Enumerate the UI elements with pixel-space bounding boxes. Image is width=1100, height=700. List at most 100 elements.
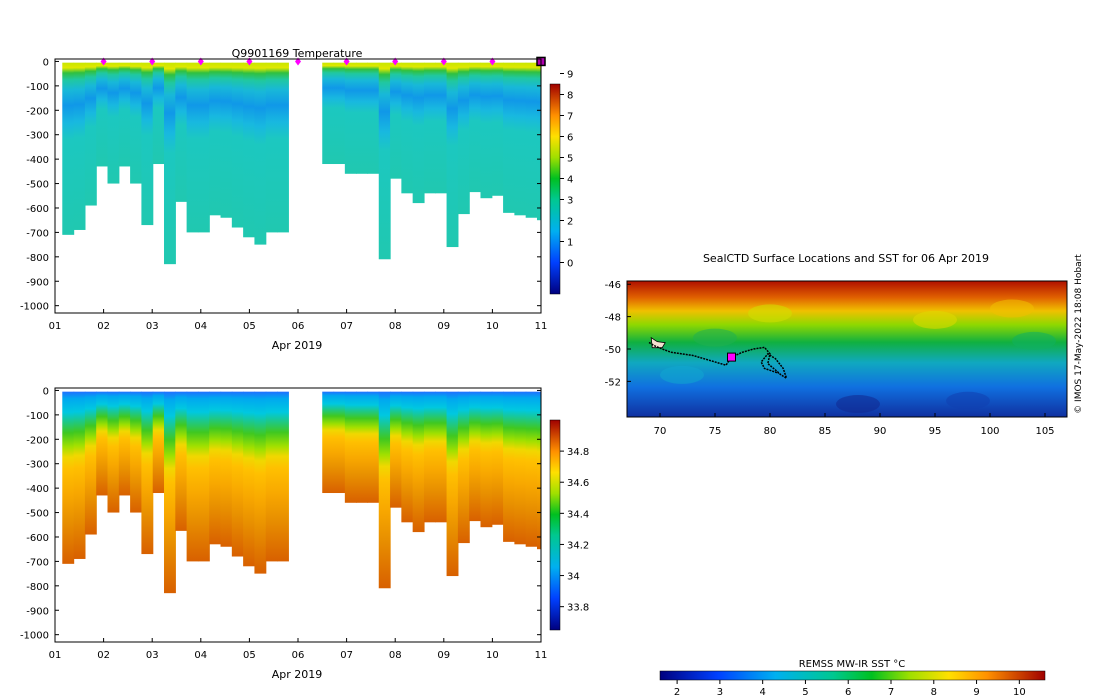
sst-patch [836, 395, 880, 414]
profile-column [401, 391, 414, 523]
map-y-tick-label: -46 [605, 280, 621, 291]
x-tick-label: 07 [340, 650, 353, 661]
map-title: SealCTD Surface Locations and SST for 06… [703, 252, 989, 265]
x-tick-label: 09 [437, 321, 450, 332]
profile-column [367, 391, 380, 503]
map-x-tick-label: 100 [980, 426, 999, 437]
profile-column [457, 391, 470, 544]
profile-column [412, 62, 425, 204]
sst-patch [1012, 331, 1056, 350]
profile-column [525, 391, 538, 547]
temp-title: Q9901169 Temperature [232, 47, 363, 60]
sal-colorbar-ticks: 33.8 34 34.2 34.4 34.6 34.8 [560, 447, 589, 614]
map-x-tick-label: 75 [709, 426, 722, 437]
profile-column [175, 391, 188, 531]
profile-column [175, 62, 188, 202]
profile-column [480, 62, 493, 199]
profile-column [118, 391, 131, 496]
sst-colorbar-tick-label: 3 [717, 687, 723, 698]
profile-column [503, 391, 515, 542]
map-x-tick-label: 90 [874, 426, 887, 437]
profile-column [186, 62, 199, 233]
profile-column [265, 391, 278, 562]
x-tick-label: 03 [146, 321, 159, 332]
colorbar-tick-label: 34.6 [567, 478, 589, 489]
y-tick-label: -600 [26, 204, 49, 215]
profile-column [378, 62, 391, 260]
profile-column [197, 62, 210, 233]
y-tick-label: -1000 [20, 631, 49, 642]
x-tick-label: 01 [49, 650, 62, 661]
temp-colorbar-ticks: 0 1 2 3 4 5 6 7 8 9 [560, 70, 573, 270]
profile-column [446, 62, 459, 248]
sst-colorbar-tick-label: 5 [802, 687, 808, 698]
y-tick-label: -400 [26, 484, 49, 495]
profile-column [457, 62, 470, 215]
colorbar-tick-label: 9 [567, 70, 573, 81]
profile-column [356, 391, 369, 503]
credit-text: © IMOS 17-May-2022 18:08 Hobart [1074, 254, 1084, 414]
profile-column [254, 391, 267, 574]
profile-column [514, 391, 527, 545]
profile-column [152, 391, 165, 494]
colorbar-tick-label: 8 [567, 91, 573, 102]
seal-track [648, 341, 788, 380]
y-tick-label: -900 [26, 277, 49, 288]
profile-column [73, 391, 86, 559]
profile-column [435, 391, 448, 523]
profile-column [469, 391, 482, 522]
profile-column [344, 391, 357, 503]
x-tick-label: 04 [194, 321, 207, 332]
y-tick-label: -300 [26, 460, 49, 471]
temp-colorbar [549, 83, 561, 295]
y-tick-label: 0 [43, 386, 49, 397]
profile-column [491, 391, 504, 525]
x-tick-label: 11 [535, 650, 548, 661]
x-tick-label: 08 [389, 321, 402, 332]
x-tick-label: 06 [292, 321, 305, 332]
profile-column [446, 391, 459, 577]
profile-column [277, 62, 289, 233]
x-tick-label: 06 [292, 650, 305, 661]
profile-column [423, 391, 436, 523]
profile-column [220, 391, 233, 547]
profile-column [536, 391, 541, 550]
sst-patch [913, 310, 957, 329]
profile-column [141, 62, 154, 226]
profile-column [141, 391, 154, 555]
profile-column [84, 62, 97, 206]
x-tick-label: 05 [243, 650, 256, 661]
map-y-tick-label: -50 [605, 345, 621, 356]
profile-column [277, 391, 289, 562]
profile-column [107, 391, 120, 513]
profile-column [344, 62, 357, 174]
profile-column [469, 62, 482, 193]
x-tick-label: 10 [486, 650, 499, 661]
y-tick-label: -800 [26, 253, 49, 264]
map-x-tick-label: 80 [764, 426, 777, 437]
profile-column [164, 391, 176, 594]
y-tick-label: -300 [26, 131, 49, 142]
profile-column [96, 391, 109, 496]
profile-column [220, 62, 233, 218]
profile-column [503, 62, 515, 213]
profile-column [491, 62, 504, 196]
colorbar-tick-label: 34.8 [567, 447, 589, 458]
sst-colorbar [659, 670, 1046, 681]
profile-column [243, 391, 256, 567]
sst-patch [660, 365, 704, 384]
profile-column [209, 391, 222, 545]
profile-column [118, 62, 131, 167]
profile-column [62, 62, 75, 235]
y-tick-label: -1000 [20, 302, 49, 313]
profile-column [197, 391, 210, 562]
sst-colorbar-tick-label: 2 [674, 687, 680, 698]
map-x-tick-label: 70 [654, 426, 667, 437]
profile-column [435, 62, 448, 194]
profile-column [164, 62, 176, 265]
x-tick-label: 11 [535, 321, 548, 332]
profile-column [231, 391, 244, 557]
profile-column [423, 62, 436, 194]
profile-column [62, 391, 75, 564]
